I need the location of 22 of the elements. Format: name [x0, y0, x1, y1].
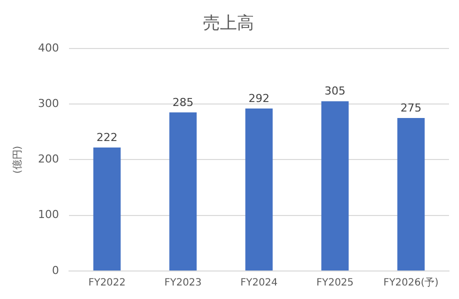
x-tick-label: FY2024	[240, 278, 278, 289]
bar	[321, 101, 349, 270]
y-tick-label: 0	[52, 264, 59, 277]
y-axis-title: (億円)	[12, 146, 24, 174]
chart-title: 売上高	[203, 14, 254, 34]
data-label: 275	[400, 101, 422, 114]
x-tick-label: FY2026(予)	[383, 278, 439, 289]
bar	[93, 147, 121, 270]
y-tick-label: 300	[38, 96, 59, 110]
x-tick-label: FY2022	[88, 278, 126, 289]
bar	[169, 112, 197, 270]
data-label: 285	[172, 96, 194, 109]
data-label: 305	[324, 84, 346, 98]
data-label: 222	[96, 130, 118, 144]
bar	[397, 118, 425, 270]
data-label: 292	[248, 92, 270, 105]
x-tick-label: FY2025	[316, 278, 354, 289]
y-tick-label: 100	[38, 208, 59, 222]
y-tick-label: 400	[38, 41, 59, 54]
bar	[245, 108, 273, 270]
x-tick-label: FY2023	[164, 278, 202, 289]
y-tick-label: 200	[38, 152, 59, 166]
